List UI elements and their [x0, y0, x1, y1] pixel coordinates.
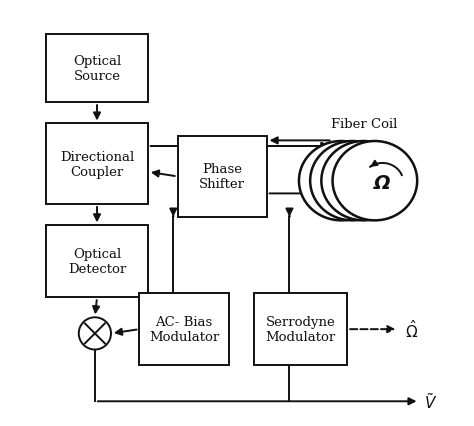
FancyBboxPatch shape	[46, 124, 148, 204]
Text: Phase
Shifter: Phase Shifter	[199, 163, 245, 191]
FancyBboxPatch shape	[178, 137, 267, 217]
FancyBboxPatch shape	[139, 294, 228, 366]
Ellipse shape	[333, 142, 417, 221]
Text: $\hat{\Omega}$: $\hat{\Omega}$	[405, 319, 418, 340]
Text: Fiber Coil: Fiber Coil	[331, 118, 398, 130]
Circle shape	[79, 317, 111, 350]
Text: Optical
Source: Optical Source	[73, 55, 121, 83]
Text: Directional
Coupler: Directional Coupler	[60, 150, 134, 178]
Text: $\tilde{V}$: $\tilde{V}$	[424, 391, 437, 411]
Text: Optical
Detector: Optical Detector	[68, 248, 126, 276]
Text: Serrodyne
Modulator: Serrodyne Modulator	[265, 315, 336, 343]
Ellipse shape	[321, 142, 406, 221]
Text: Ω: Ω	[374, 174, 391, 193]
Ellipse shape	[299, 142, 383, 221]
Text: AC- Bias
Modulator: AC- Bias Modulator	[149, 315, 219, 343]
FancyBboxPatch shape	[254, 294, 347, 366]
Ellipse shape	[310, 142, 395, 221]
FancyBboxPatch shape	[46, 35, 148, 103]
FancyBboxPatch shape	[46, 226, 148, 298]
